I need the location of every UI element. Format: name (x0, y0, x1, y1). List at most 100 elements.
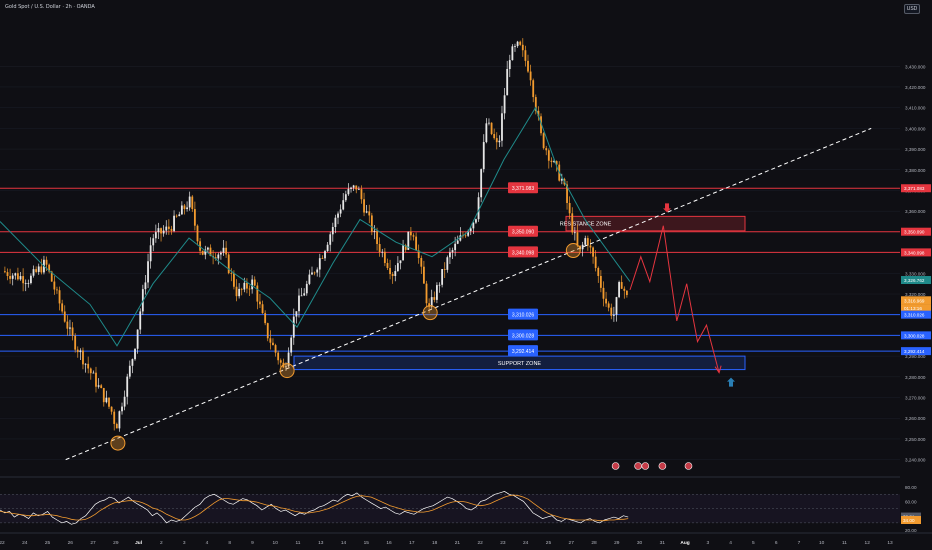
candle-body (586, 238, 589, 246)
candle-body (154, 232, 157, 239)
time-tick-label: 28 (591, 540, 597, 546)
candle-body (370, 215, 373, 232)
candle-body (318, 258, 321, 270)
price-tick-label: 3,330.000 (905, 271, 926, 276)
candle-body (209, 247, 212, 257)
candle-body (459, 235, 462, 241)
rsi-tick-label: 80.00 (905, 485, 917, 490)
candle-body (399, 260, 402, 264)
candle-body (238, 288, 241, 297)
candle-body (303, 293, 306, 296)
time-tick-label: 10 (273, 540, 279, 546)
candle-body (368, 211, 371, 216)
candle-body (350, 187, 352, 189)
economic-event-icon[interactable] (684, 462, 693, 470)
candle-body (230, 273, 233, 274)
time-tick-label: 25 (546, 540, 552, 546)
projection-path (629, 225, 720, 373)
candle-body (17, 273, 19, 280)
candle-body (560, 179, 563, 181)
candle-body (607, 303, 610, 308)
price-axis-tag-label: 3,350.090 (904, 230, 925, 235)
time-axis[interactable]: 22 24 25 26 27 29 Jul 2 3 4 8 9 10 11 13 14 15 16 17 18 21 22… (0, 532, 932, 546)
economic-event-icon[interactable] (611, 462, 620, 470)
price-axis-tag-label: 3,292.414 (904, 349, 925, 354)
price-axis[interactable]: 3,430.000 3,420.000 3,410.000 3,400.000 3,39… (900, 0, 932, 550)
candle-body (540, 116, 542, 134)
candle-body (298, 295, 300, 312)
candle-body (295, 311, 298, 317)
candle-body (45, 259, 48, 265)
candle-body (149, 245, 152, 262)
candle-body (615, 297, 618, 315)
candle-body (472, 222, 475, 229)
time-tick-label: 26 (68, 540, 74, 546)
candle-body (191, 196, 194, 210)
price-axis-background (900, 0, 932, 550)
time-tick-label: 6 (775, 540, 778, 546)
candle-body (74, 335, 77, 350)
economic-event-icon[interactable] (658, 462, 667, 470)
candle-body (69, 327, 71, 329)
candle-body (272, 342, 274, 346)
candle-body (469, 228, 472, 232)
time-tick-label: 16 (386, 540, 392, 546)
candle-body (193, 209, 196, 226)
time-tick-label: Aug (680, 540, 689, 546)
candle-body (589, 245, 592, 248)
candle-body (545, 148, 548, 151)
candle-body (508, 60, 511, 70)
candle-body (451, 250, 454, 253)
candle-body (605, 298, 607, 304)
candle-body (503, 95, 506, 114)
candle-body (501, 113, 503, 141)
candle-body (183, 205, 186, 210)
price-axis-tag (901, 347, 931, 356)
candle-body (3, 271, 6, 273)
candle-body (206, 247, 209, 250)
candle-body (464, 235, 467, 237)
candle-body (22, 276, 25, 284)
event-icons-layer[interactable] (611, 462, 693, 470)
candle-body (178, 214, 181, 217)
candle-body (180, 205, 183, 215)
candle-body (100, 385, 103, 389)
time-tick-label: 13 (318, 540, 324, 546)
projection-layer (629, 203, 735, 387)
candle-body (217, 254, 220, 259)
candle-body (123, 396, 126, 407)
candle-body (269, 338, 272, 343)
rsi-line (0, 491, 629, 525)
candle-body (214, 257, 217, 259)
candle-body (196, 225, 199, 242)
candle-body (76, 349, 79, 353)
economic-event-icon[interactable] (641, 462, 650, 470)
candle-body (436, 285, 438, 300)
price-tick-label: 3,240.000 (905, 458, 926, 463)
candle-body (264, 313, 267, 324)
candle-body (227, 254, 230, 274)
candle-body (360, 189, 363, 200)
candle-body (305, 283, 308, 294)
price-axis-tag (901, 248, 931, 257)
candle-body (422, 266, 425, 284)
price-tick-label: 3,320.000 (905, 292, 926, 297)
candle-body (279, 360, 282, 363)
price-axis-tag (901, 184, 931, 193)
price-axis-tag-label: 3,300.028 (904, 333, 925, 338)
candle-body (493, 134, 496, 139)
price-tick-label: 3,380.000 (905, 168, 926, 173)
rsi-value-tag-label: 34.00 (903, 518, 915, 523)
candle-body (316, 269, 319, 273)
time-tick-label: 22 (477, 540, 483, 546)
candle-body (152, 238, 155, 246)
price-tick-label: 3,390.000 (905, 147, 926, 152)
price-tick-label: 3,280.000 (905, 375, 926, 380)
time-tick-label: 31 (660, 540, 666, 546)
currency-button[interactable]: USD (904, 4, 920, 14)
price-axis-tag-label: 3,340.098 (904, 250, 925, 255)
candle-body (89, 368, 92, 374)
economic-event-icon[interactable] (634, 462, 642, 470)
symbol-title[interactable]: Gold Spot / U.S. Dollar · 2h · OANDA (5, 4, 95, 10)
